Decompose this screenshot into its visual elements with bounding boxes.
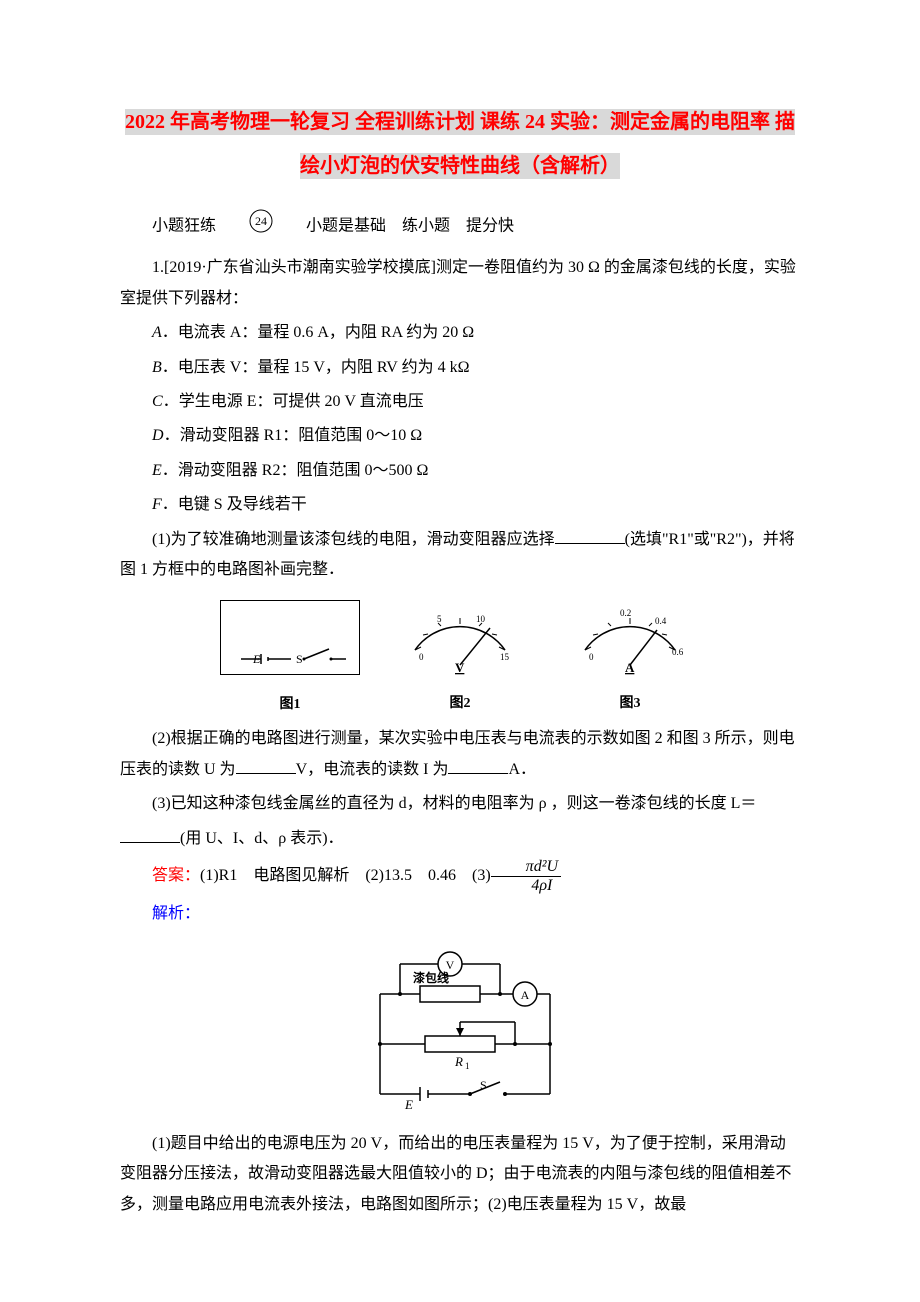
blank-field <box>448 755 508 774</box>
blank-field <box>120 824 180 843</box>
svg-text:0.6: 0.6 <box>672 647 684 657</box>
q1-header: 1.[2019·广东省汕头市潮南实验学校摸底]测定一卷阻值约为 30 Ω 的金属… <box>120 253 800 314</box>
svg-text:A: A <box>521 988 530 1002</box>
svg-text:S: S <box>296 652 303 666</box>
answer-label: 答案： <box>152 867 200 884</box>
svg-text:E: E <box>404 1097 413 1112</box>
analysis-label-line: 解析： <box>120 899 800 929</box>
item-d: D．滑动变阻器 R1：阻值范围 0～10 Ω <box>120 421 800 451</box>
svg-text:24: 24 <box>255 214 267 228</box>
item-c: C．学生电源 E：可提供 20 V 直流电压 <box>120 387 800 417</box>
svg-text:15: 15 <box>500 652 510 662</box>
document-title: 2022 年高考物理一轮复习 全程训练计划 课练 24 实验：测定金属的电阻率 … <box>125 109 795 179</box>
item-b: B．电压表 V：量程 15 V，内阻 RV 约为 4 kΩ <box>120 353 800 383</box>
figure-2: 0 5 10 15 V 图2 <box>390 600 530 718</box>
svg-text:10: 10 <box>476 614 486 624</box>
answer-line: 答案：(1)R1 电路图见解析 (2)13.5 0.46 (3)πd²U4ρI <box>120 858 800 894</box>
circuit-box: E S <box>220 600 360 675</box>
document-title-wrap: 2022 年高考物理一轮复习 全程训练计划 课练 24 实验：测定金属的电阻率 … <box>120 100 800 188</box>
figure-1: E S 图1 <box>220 600 360 718</box>
svg-text:0: 0 <box>419 652 424 662</box>
figure-row: E S 图1 <box>120 600 800 718</box>
svg-text:R: R <box>454 1054 463 1069</box>
q1-part3b: (用 U、I、d、ρ 表示)． <box>120 824 800 855</box>
explanation-text: (1)题目中给出的电源电压为 20 V，而给出的电压表量程为 15 V，为了便于… <box>120 1129 800 1220</box>
svg-text:5: 5 <box>437 614 442 624</box>
blank-field <box>236 755 296 774</box>
blank-field <box>555 525 625 544</box>
q1-part1: (1)为了较准确地测量该漆包线的电阻，滑动变阻器应选择(选填"R1"或"R2")… <box>120 525 800 586</box>
subtitle-rest: 小题是基础 练小题 提分快 <box>306 217 514 234</box>
subtitle-prefix: 小题狂练 <box>152 217 216 234</box>
svg-text:V: V <box>455 660 465 675</box>
svg-text:V: V <box>446 958 455 972</box>
svg-text:漆包线: 漆包线 <box>413 970 449 985</box>
analysis-label: 解析： <box>152 905 200 922</box>
figure-3: 0 0.2 0.4 0.6 A 图3 <box>560 600 700 718</box>
item-f: F．电键 S 及导线若干 <box>120 490 800 520</box>
item-e: E．滑动变阻器 R2：阻值范围 0～500 Ω <box>120 456 800 486</box>
fig-label-1: 图1 <box>220 692 360 719</box>
fig-label-3: 图3 <box>560 691 700 718</box>
circled-number-icon: 24 <box>216 208 274 245</box>
fraction: πd²U4ρI <box>491 858 561 894</box>
ammeter-icon: 0 0.2 0.4 0.6 A <box>560 600 700 675</box>
item-a: A．电流表 A：量程 0.6 A，内阻 RA 约为 20 Ω <box>120 318 800 348</box>
svg-text:0.4: 0.4 <box>655 616 667 626</box>
circuit-diagram: V 漆包线 A R 1 E S <box>120 944 800 1114</box>
svg-text:0: 0 <box>589 652 594 662</box>
svg-text:0.2: 0.2 <box>620 608 631 618</box>
svg-text:A: A <box>625 660 635 675</box>
subtitle-row: 小题狂练 24 小题是基础 练小题 提分快 <box>120 208 800 245</box>
q1-part3: (3)已知这种漆包线金属丝的直径为 d，材料的电阻率为 ρ ，则这一卷漆包线的长… <box>120 789 800 819</box>
fig-label-2: 图2 <box>390 691 530 718</box>
voltmeter-icon: 0 5 10 15 V <box>390 600 530 675</box>
q1-part2: (2)根据正确的电路图进行测量，某次实验中电压表与电流表的示数如图 2 和图 3… <box>120 724 800 785</box>
svg-text:1: 1 <box>465 1061 470 1071</box>
